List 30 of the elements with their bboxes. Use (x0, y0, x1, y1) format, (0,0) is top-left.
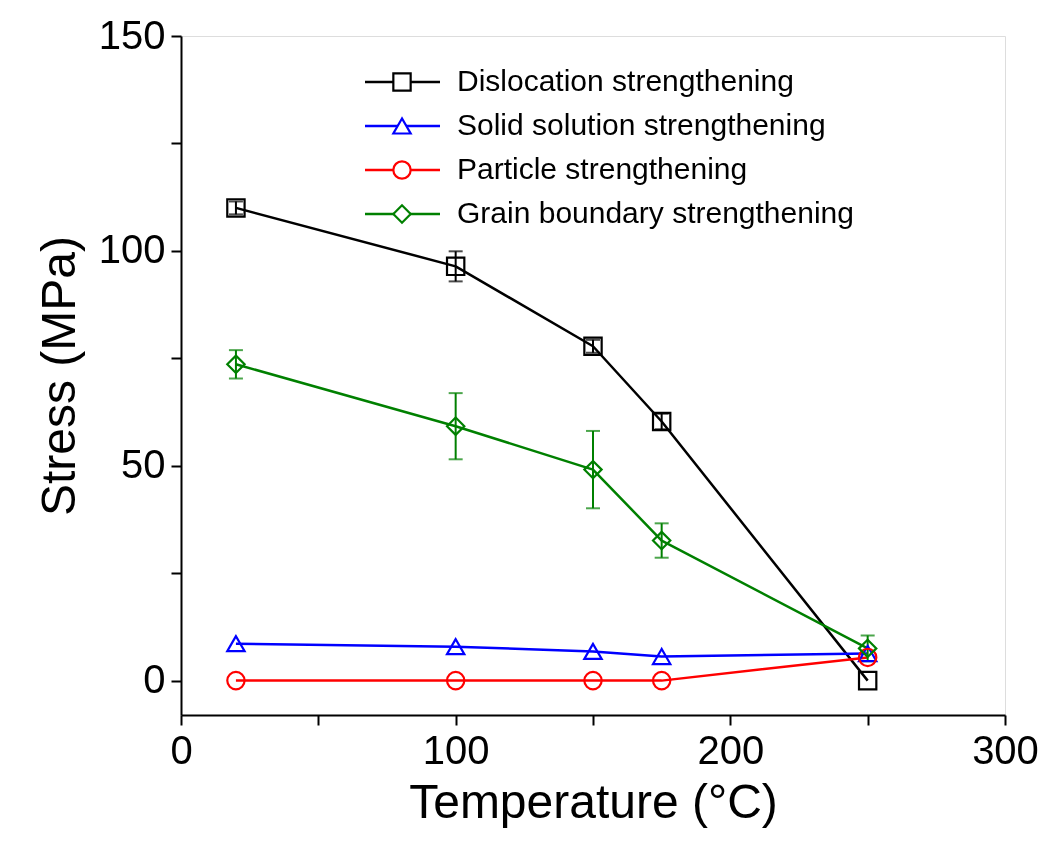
point (445, 416, 466, 436)
y-tick-label: 150 (98, 12, 166, 57)
legend-label: Grain boundary strengthening (457, 196, 854, 229)
point (857, 670, 878, 691)
point (651, 647, 672, 666)
x-tick-label: 300 (972, 727, 1039, 772)
point (583, 670, 603, 691)
y-tick-label: 100 (98, 227, 166, 272)
point (226, 670, 246, 691)
x-tick-label: 100 (422, 727, 490, 772)
point (226, 354, 246, 375)
point (445, 256, 466, 277)
y-tick-label: 50 (121, 442, 166, 487)
legend-label: Dislocation strengthening (457, 64, 794, 97)
point (857, 644, 878, 663)
point (445, 638, 466, 656)
point (857, 638, 878, 659)
y-axis-title: Stress (MPa) (31, 235, 85, 517)
x-tick-label: 200 (697, 727, 765, 772)
legend-label: Particle strengthening (457, 152, 748, 185)
x-axis-title: Temperature (°C) (409, 774, 778, 828)
point (445, 670, 466, 691)
point (583, 642, 603, 660)
point (651, 670, 672, 691)
y-tick-label: 0 (143, 657, 166, 702)
legend-label: Solid solution strengthening (457, 108, 826, 141)
point (857, 647, 878, 668)
point (583, 459, 603, 480)
point (651, 530, 672, 551)
point (226, 635, 246, 653)
